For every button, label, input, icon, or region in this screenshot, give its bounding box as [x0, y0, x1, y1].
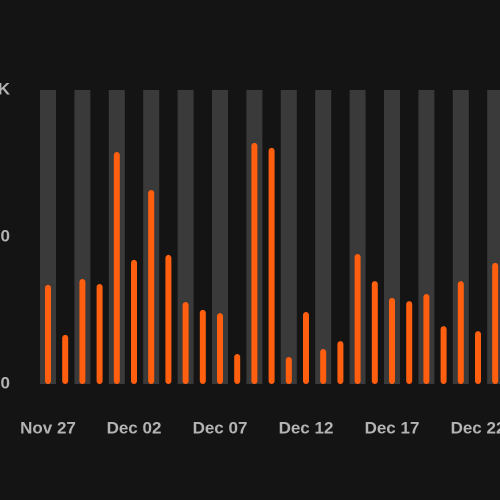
bar: [45, 284, 51, 384]
bar: [182, 301, 189, 384]
bar: [217, 313, 223, 384]
bar: [268, 147, 275, 384]
bar: [251, 142, 258, 384]
x-tick-label: Dec 02: [107, 418, 162, 437]
bar: [320, 349, 327, 384]
bar: [62, 334, 69, 384]
bar: [199, 309, 206, 384]
x-tick-label: Dec 17: [365, 418, 420, 437]
bar: [492, 262, 499, 384]
bar: [406, 301, 413, 384]
bar: [423, 294, 430, 384]
bar: [303, 311, 309, 384]
bar: [371, 281, 378, 384]
y-tick-label: 0: [1, 373, 10, 392]
background-band: [280, 90, 297, 384]
bar: [457, 281, 464, 384]
bar: [440, 326, 447, 384]
bar: [79, 279, 86, 384]
bar: [285, 356, 292, 384]
background-band: [349, 90, 366, 384]
bar: [475, 331, 481, 384]
bar: [354, 254, 361, 384]
x-tick-label: Dec 07: [193, 418, 248, 437]
background-band: [40, 90, 56, 384]
x-tick-label: Nov 27: [20, 418, 76, 437]
y-tick-label: 500: [0, 226, 10, 245]
background-band: [384, 90, 400, 384]
background-band: [452, 90, 469, 384]
bar: [337, 341, 344, 384]
background-band: [177, 90, 194, 384]
bar: [96, 284, 103, 384]
bar: [234, 354, 241, 384]
background-band: [74, 90, 91, 384]
bar: [148, 189, 155, 384]
background-band: [315, 90, 332, 384]
x-tick-label: Dec 12: [279, 418, 334, 437]
y-tick-label: 1K: [0, 79, 11, 98]
x-tick-label: Dec 22: [451, 418, 500, 437]
bar: [131, 259, 137, 384]
background-band: [212, 90, 228, 384]
bar: [165, 254, 172, 384]
background-band: [418, 90, 435, 384]
bar: [113, 152, 120, 384]
bar: [389, 297, 395, 384]
